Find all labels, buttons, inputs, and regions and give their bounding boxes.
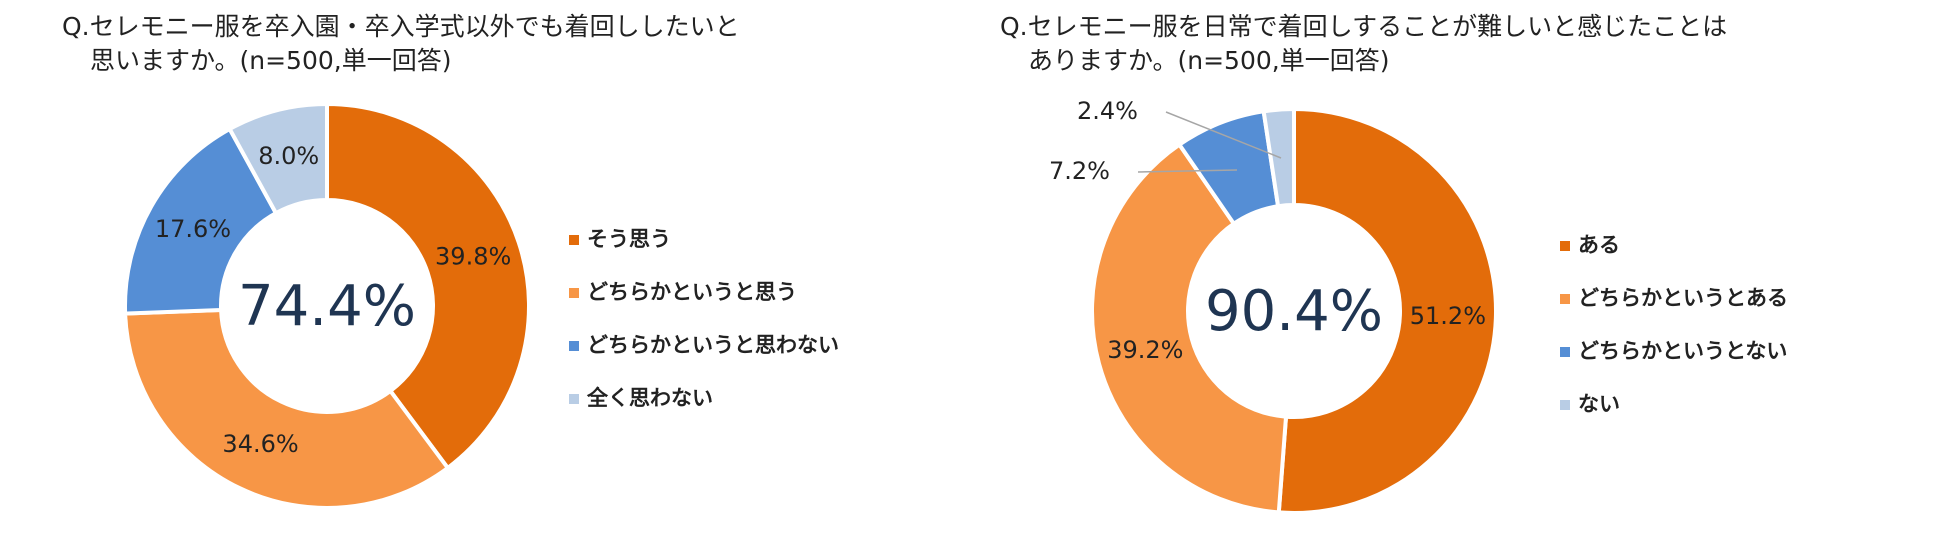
data-label: 39.8% [435, 242, 511, 270]
data-label: 7.2% [1049, 157, 1110, 185]
legend-swatch [1560, 294, 1570, 304]
chart-title: Q.セレモニー服を日常で着回しすることが難しいと感じたことは [1000, 12, 1727, 41]
legend-swatch [569, 341, 579, 351]
donut-slice [123, 307, 451, 510]
donut-slice [1090, 141, 1289, 515]
data-label: 8.0% [258, 142, 319, 170]
data-label: 51.2% [1410, 302, 1486, 330]
legend-swatch [1560, 241, 1570, 251]
legend-label: どちらかというとある [1578, 286, 1788, 310]
legend-label: ある [1578, 233, 1620, 257]
legend-swatch [1560, 347, 1570, 357]
data-label: 39.2% [1107, 336, 1183, 364]
legend-swatch [569, 288, 579, 298]
leader-line [1137, 169, 1238, 173]
legend-label: 全く思わない [586, 386, 713, 410]
legend-label: どちらかというとない [1578, 339, 1787, 363]
legend-label: どちらかというと思わない [587, 333, 839, 357]
donut-slice [325, 101, 531, 471]
data-label: 2.4% [1077, 97, 1138, 125]
chart-title: ありますか。(n=500,単一回答) [1028, 46, 1389, 75]
data-label: 17.6% [155, 215, 231, 243]
legend-swatch [569, 235, 579, 245]
donut-slice [226, 101, 329, 216]
center-label: 90.4% [1205, 279, 1383, 344]
donut-slice [123, 126, 279, 316]
legend-label: ない [1578, 392, 1620, 416]
chart-title: Q.セレモニー服を卒入園・卒入学式以外でも着回ししたいと [62, 12, 740, 41]
legend-swatch [1560, 400, 1570, 410]
legend-swatch [569, 394, 579, 404]
donut-slice [1276, 106, 1498, 515]
legend-label: どちらかというと思う [587, 280, 797, 304]
center-label: 74.4% [238, 274, 416, 339]
leader-line [1165, 111, 1282, 159]
legend-label: そう思う [587, 227, 671, 251]
data-label: 34.6% [222, 430, 298, 458]
chart-title: 思いますか。(n=500,単一回答) [90, 46, 451, 75]
